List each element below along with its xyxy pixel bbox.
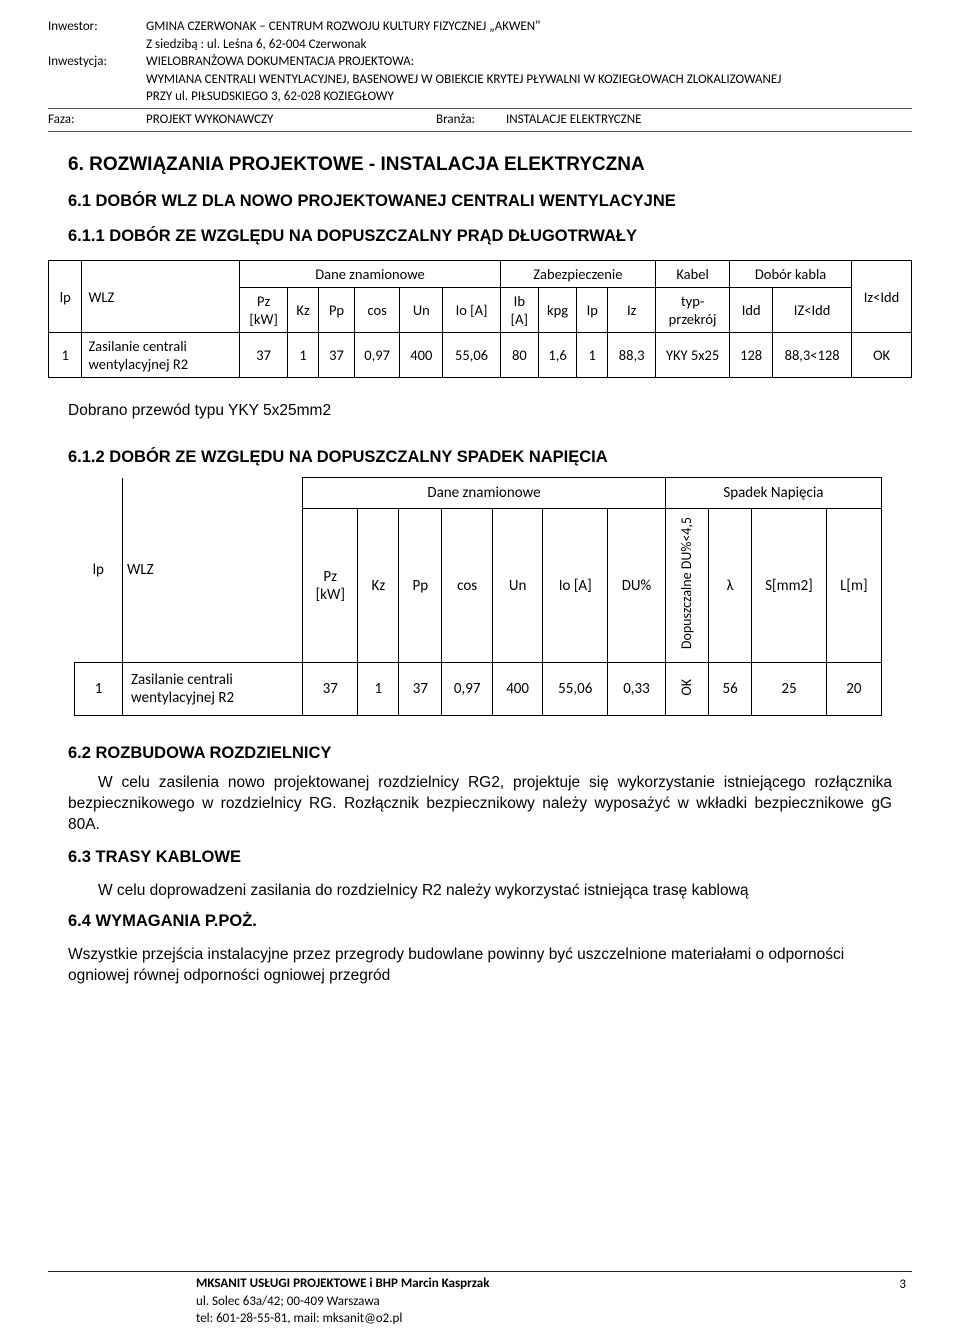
cell-ip: 1 <box>577 333 608 378</box>
paragraph-6-4: Wszystkie przejścia instalacyjne przez p… <box>68 945 892 987</box>
heading-6-1-2: 6.1.2 DOBÓR ZE WZGLĘDU NA DOPUSZCZALNY S… <box>68 448 892 467</box>
cell-izlt: 88,3<128 <box>773 333 852 378</box>
table-6-1-2: lp WLZ Dane znamionowe Spadek Napięcia P… <box>74 477 882 716</box>
group-zabezp: Zabezpieczenie <box>500 261 655 288</box>
col-io: Io [A] <box>443 288 500 333</box>
footer-title: MKSANIT USŁUGI PROJEKTOWE i BHP Marcin K… <box>196 1275 489 1293</box>
header-inwestycja-value-1: WIELOBRANŻOWA DOKUMENTACJA PROJEKTOWA: <box>146 53 912 71</box>
col-lambda: λ <box>709 509 752 663</box>
cell-pp: 37 <box>399 663 442 716</box>
group-dane: Dane znamionowe <box>240 261 500 288</box>
col-un: Un <box>400 288 443 333</box>
page-number: 3 <box>899 1275 912 1328</box>
col-un: Un <box>492 509 542 663</box>
group-kabel: Kabel <box>656 261 730 288</box>
header-faza-value: PROJEKT WYKONAWCZY <box>146 111 436 129</box>
cell-lp: 1 <box>75 663 123 716</box>
header-inwestycja-value-3: PRZY ul. PIŁSUDSKIEGO 3, 62-028 KOZIEGŁO… <box>146 88 912 106</box>
table-row: 1 Zasilanie centrali wentylacyjnej R2 37… <box>49 333 912 378</box>
cell-kpg: 1,6 <box>538 333 576 378</box>
col-dop: Dopuszczalne DU%<4,5 <box>665 509 708 663</box>
paragraph-6-2: W celu zasilenia nowo projektowanej rozd… <box>68 773 892 836</box>
heading-6-1: 6.1 DOBÓR WLZ DLA NOWO PROJEKTOWANEJ CEN… <box>68 192 892 211</box>
col-l: L[m] <box>826 509 881 663</box>
footer-line-2: ul. Solec 63a/42; 00-409 Warszawa <box>196 1293 489 1311</box>
heading-6-1-1: 6.1.1 DOBÓR ZE WZGLĘDU NA DOPUSZCZALNY P… <box>68 227 892 246</box>
cell-idd: 128 <box>730 333 773 378</box>
heading-6-3: 6.3 TRASY KABLOWE <box>68 848 892 867</box>
header-faza-label: Faza: <box>48 111 146 129</box>
col-kpg: kpg <box>538 288 576 333</box>
table-6-1-1: lp WLZ Dane znamionowe Zabezpieczenie Ka… <box>48 260 912 378</box>
col-cos: cos <box>354 288 399 333</box>
page-footer: MKSANIT USŁUGI PROJEKTOWE i BHP Marcin K… <box>48 1271 912 1328</box>
col-ib: Ib [A] <box>500 288 538 333</box>
col-izidd: IZ<Idd <box>773 288 852 333</box>
col-kz: Kz <box>288 288 319 333</box>
cell-pz: 37 <box>303 663 358 716</box>
note-dobrano: Dobrano przewód typu YKY 5x25mm2 <box>68 402 892 420</box>
col-typ: typ-przekrój <box>656 288 730 333</box>
cell-pz: 37 <box>240 333 288 378</box>
cell-kz: 1 <box>288 333 319 378</box>
paragraph-6-3: W celu doprowadzeni zasilania do rozdzie… <box>68 881 892 902</box>
col-s: S[mm2] <box>752 509 826 663</box>
group-dane: Dane znamionowe <box>303 478 666 509</box>
cell-un: 400 <box>400 333 443 378</box>
cell-s: 25 <box>752 663 826 716</box>
header-inwestycja-label: Inwestycja: <box>48 53 146 71</box>
cell-io: 55,06 <box>443 333 500 378</box>
cell-iz: 88,3 <box>608 333 656 378</box>
col-cos: cos <box>442 509 492 663</box>
cell-pp: 37 <box>319 333 355 378</box>
table-row: lp WLZ Dane znamionowe Zabezpieczenie Ka… <box>49 261 912 288</box>
col-wlz: WLZ <box>123 478 303 663</box>
heading-6: 6. ROZWIĄZANIA PROJEKTOWE - INSTALACJA E… <box>68 154 892 176</box>
col-kz: Kz <box>358 509 399 663</box>
cell-lambda: 56 <box>709 663 752 716</box>
cell-dop: OK <box>665 663 708 716</box>
col-pz: Pz [kW] <box>303 509 358 663</box>
heading-6-2: 6.2 ROZBUDOWA ROZDZIELNICY <box>68 744 892 763</box>
table-row: 1 Zasilanie centrali wentylacyjnej R2 37… <box>75 663 882 716</box>
cell-wlz: Zasilanie centrali wentylacyjnej R2 <box>123 663 303 716</box>
heading-6-4: 6.4 WYMAGANIA P.POŻ. <box>68 912 892 931</box>
page-header: Inwestor: GMINA CZERWONAK – CENTRUM ROZW… <box>48 18 912 132</box>
header-branza-value: INSTALACJE ELEKTRYCZNE <box>506 111 912 129</box>
header-inwestor-value-1: GMINA CZERWONAK – CENTRUM ROZWOJU KULTUR… <box>146 18 912 36</box>
header-inwestor-label: Inwestor: <box>48 18 146 36</box>
footer-line-3: tel: 601-28-55-81, mail: mksanit@o2.pl <box>196 1310 489 1328</box>
col-ip: Ip <box>577 288 608 333</box>
cell-cos: 0,97 <box>442 663 492 716</box>
cell-kz: 1 <box>358 663 399 716</box>
cell-du: 0,33 <box>608 663 666 716</box>
group-dobor: Dobór kabla <box>730 261 852 288</box>
header-inwestor-value-2: Z siedzibą : ul. Leśna 6, 62-004 Czerwon… <box>146 36 912 54</box>
cell-ib: 80 <box>500 333 538 378</box>
cell-ok: OK <box>852 333 912 378</box>
cell-l: 20 <box>826 663 881 716</box>
col-wlz: WLZ <box>82 261 240 333</box>
col-pz: Pz [kW] <box>240 288 288 333</box>
col-lp: lp <box>75 478 123 663</box>
cell-cos: 0,97 <box>354 333 399 378</box>
col-du: DU% <box>608 509 666 663</box>
cell-un: 400 <box>492 663 542 716</box>
col-pp: Pp <box>319 288 355 333</box>
col-io: Io [A] <box>543 509 608 663</box>
cell-io: 55,06 <box>543 663 608 716</box>
col-idd: Idd <box>730 288 773 333</box>
header-inwestycja-value-2: WYMIANA CENTRALI WENTYLACYJNEJ, BASENOWE… <box>146 71 912 89</box>
col-lp: lp <box>49 261 82 333</box>
table-row: lp WLZ Dane znamionowe Spadek Napięcia <box>75 478 882 509</box>
group-spadek: Spadek Napięcia <box>665 478 881 509</box>
cell-typ: YKY 5x25 <box>656 333 730 378</box>
col-pp: Pp <box>399 509 442 663</box>
col-izidd2: Iz<Idd <box>852 261 912 333</box>
cell-lp: 1 <box>49 333 82 378</box>
header-branza-label: Branża: <box>436 111 506 129</box>
col-iz: Iz <box>608 288 656 333</box>
cell-wlz: Zasilanie centrali wentylacyjnej R2 <box>82 333 240 378</box>
